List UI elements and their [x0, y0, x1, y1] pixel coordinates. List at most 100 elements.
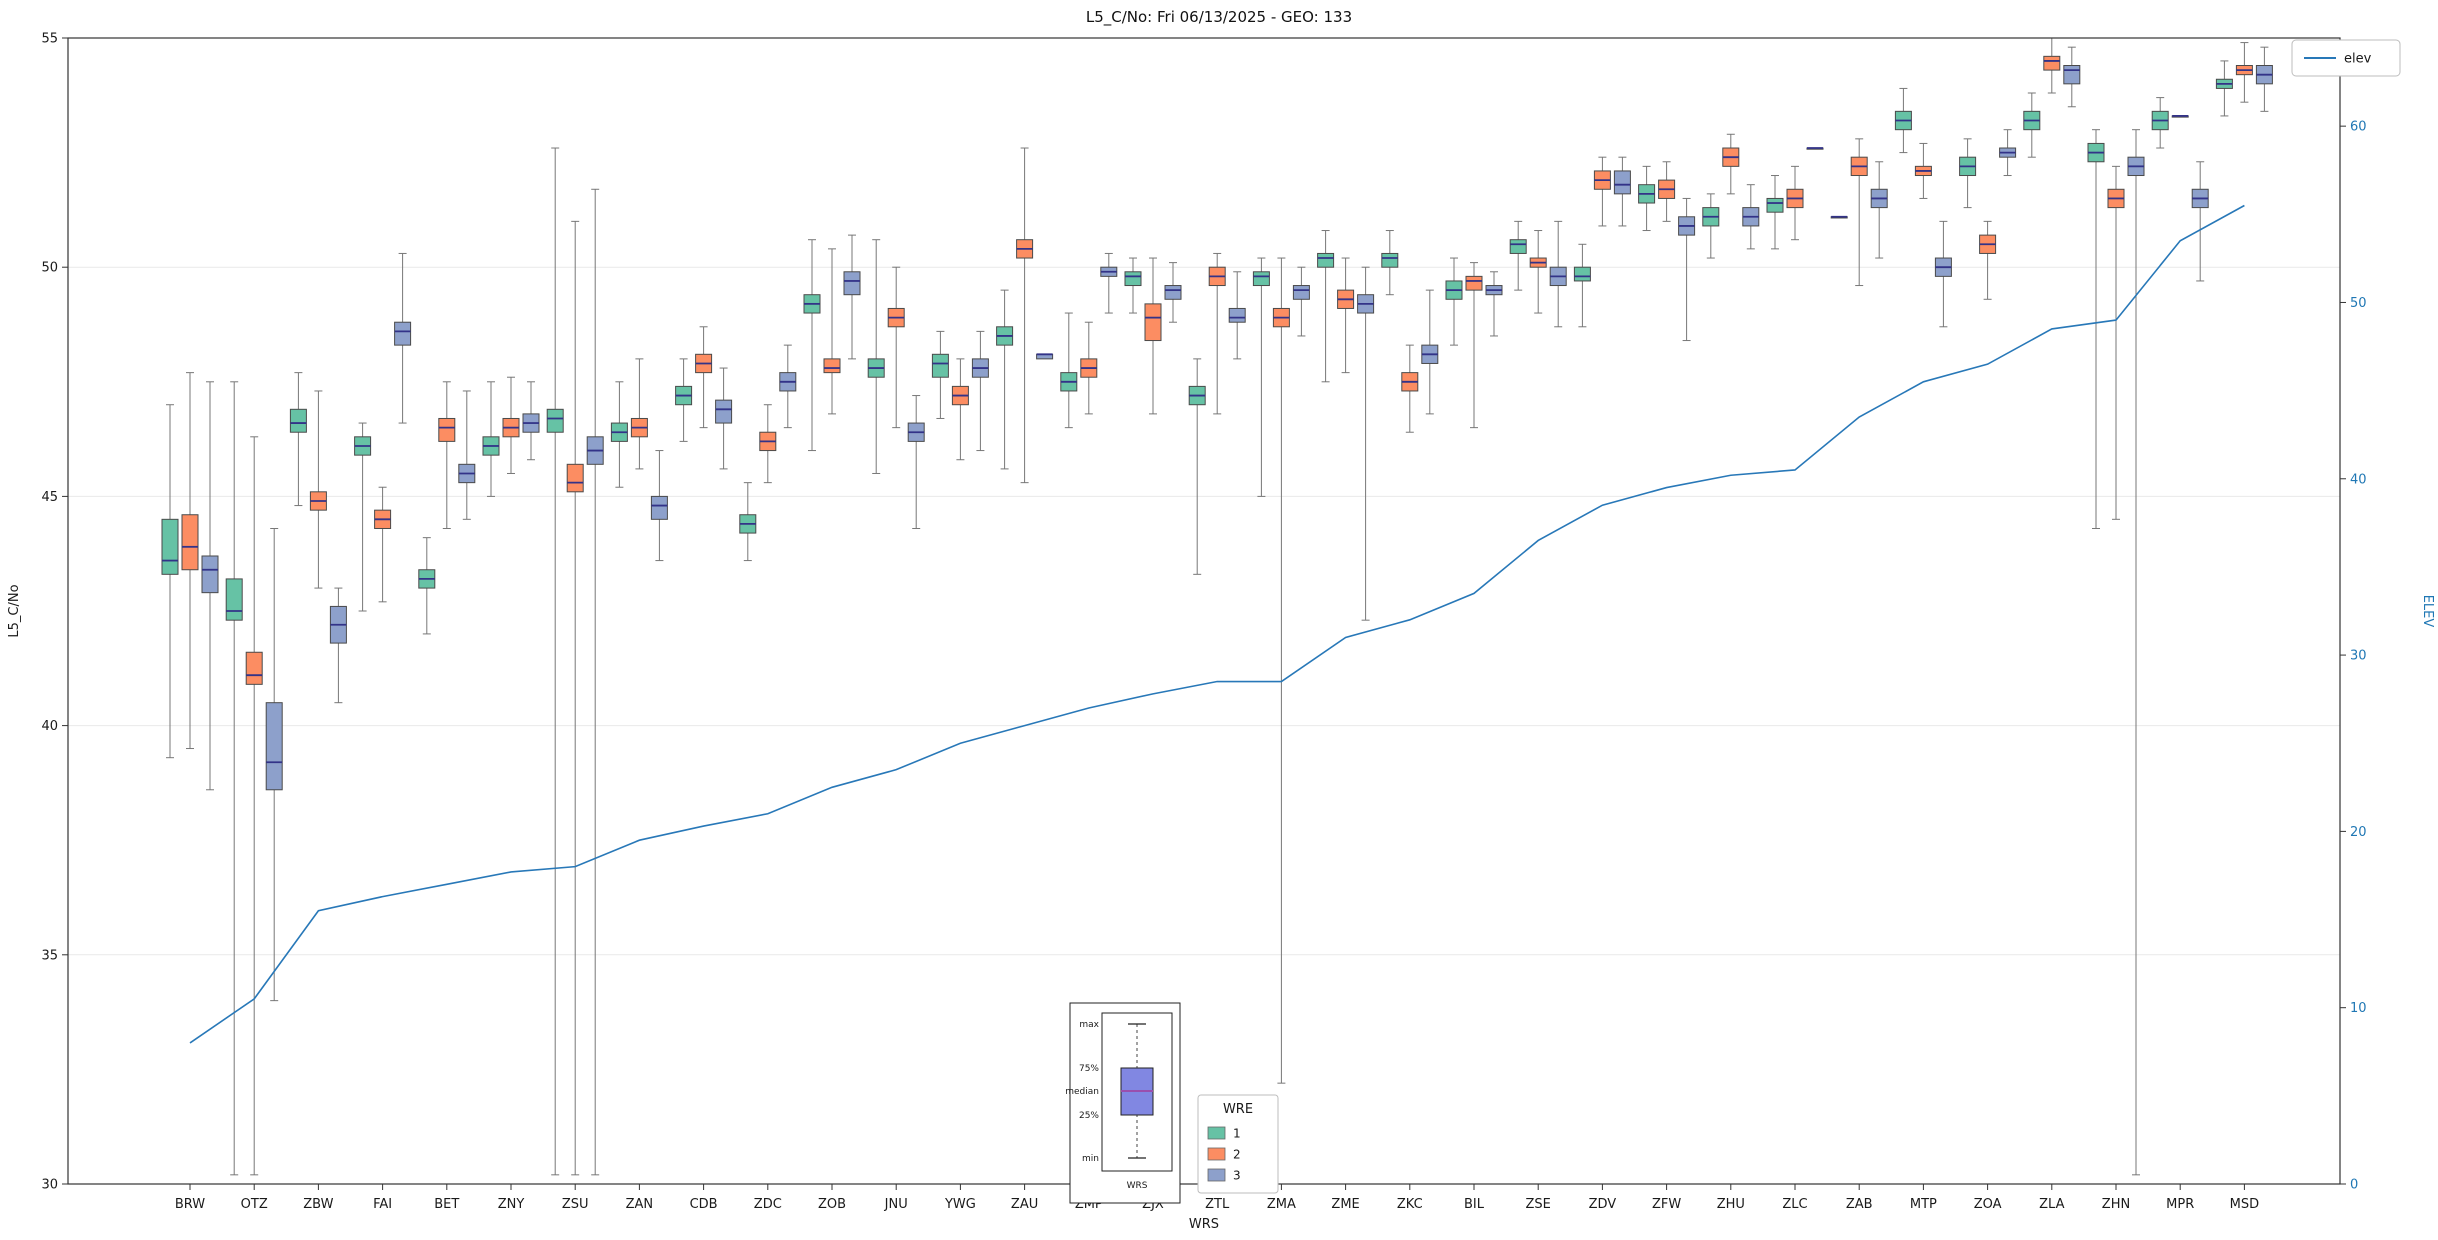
- gridlines: [68, 266, 2340, 956]
- svg-text:60: 60: [2350, 120, 2367, 135]
- box-ZME-1: [1317, 252, 1335, 268]
- chart-title: L5_C/No: Fri 06/13/2025 - GEO: 133: [1085, 8, 1353, 26]
- box-ZKC-1: [1381, 252, 1399, 268]
- box-OTZ-3: [265, 702, 283, 791]
- svg-text:ZMA: ZMA: [1267, 1197, 1296, 1212]
- svg-text:0: 0: [2350, 1178, 2358, 1193]
- elev-legend: elev: [2291, 39, 2401, 77]
- box-ZSU-2: [566, 463, 584, 493]
- elev-line: [189, 204, 2245, 1044]
- svg-text:ZOB: ZOB: [818, 1197, 846, 1212]
- svg-text:30: 30: [2350, 649, 2367, 664]
- box-ZMA-1: [1252, 271, 1270, 287]
- box-ZAN-3: [650, 495, 668, 520]
- box-BIL-2: [1465, 275, 1483, 291]
- box-ZTL-3: [1228, 307, 1246, 323]
- box-ZDV-1: [1573, 266, 1591, 282]
- svg-text:OTZ: OTZ: [241, 1197, 268, 1212]
- svg-text:ZAU: ZAU: [1011, 1197, 1038, 1212]
- svg-text:YWG: YWG: [944, 1197, 976, 1212]
- box-CDB-3: [715, 399, 733, 424]
- svg-text:50: 50: [41, 261, 58, 276]
- wre-swatch-3: [1207, 1168, 1226, 1182]
- svg-text:MSD: MSD: [2230, 1197, 2259, 1212]
- svg-text:ZNY: ZNY: [498, 1197, 525, 1212]
- wre-legend-entry: 1: [1233, 1127, 1241, 1141]
- svg-text:40: 40: [41, 719, 58, 734]
- box-YWG-1: [931, 353, 949, 378]
- boxplot-anatomy-inset: max 75% median 25% min WRS: [1065, 1002, 1181, 1204]
- inset-label-25%: 25%: [1079, 1111, 1099, 1121]
- svg-text:45: 45: [41, 490, 58, 505]
- box-OTZ-1: [225, 578, 243, 621]
- wre-swatch-2: [1207, 1147, 1226, 1161]
- svg-text:40: 40: [2350, 472, 2367, 487]
- svg-text:10: 10: [2350, 1001, 2367, 1016]
- svg-text:ZDC: ZDC: [754, 1197, 782, 1212]
- svg-text:ZAN: ZAN: [626, 1197, 654, 1212]
- box-ZJX-3: [1164, 285, 1182, 300]
- svg-text:BRW: BRW: [175, 1197, 205, 1212]
- svg-text:MTP: MTP: [1910, 1197, 1937, 1212]
- wre-legend-title: WRE: [1223, 1102, 1253, 1117]
- box-ZMA-3: [1292, 285, 1310, 300]
- svg-text:ZSU: ZSU: [562, 1197, 589, 1212]
- right-axis: 0 10 20 30 40 50 60: [2340, 120, 2367, 1193]
- box-FAI-3: [394, 321, 412, 346]
- box-BRW-2: [181, 514, 199, 571]
- svg-text:50: 50: [2350, 296, 2367, 311]
- svg-text:ZDV: ZDV: [1589, 1197, 1617, 1212]
- box-ZSU-1: [546, 408, 564, 433]
- svg-text:ZSE: ZSE: [1526, 1197, 1551, 1212]
- svg-text:ZLC: ZLC: [1782, 1197, 1807, 1212]
- svg-text:ZHN: ZHN: [2102, 1197, 2130, 1212]
- svg-text:BIL: BIL: [1464, 1197, 1485, 1212]
- box-BRW-3: [201, 555, 219, 594]
- box-ZBW-1: [289, 408, 307, 433]
- svg-text:ZHU: ZHU: [1717, 1197, 1745, 1212]
- inset-label-75%: 75%: [1079, 1064, 1099, 1074]
- svg-text:35: 35: [41, 948, 58, 963]
- box-ZLA-2: [2043, 55, 2061, 71]
- svg-text:CDB: CDB: [690, 1197, 718, 1212]
- box-series-1: [161, 60, 2233, 1176]
- box-series-2: [181, 37, 2253, 1176]
- svg-text:JNU: JNU: [884, 1197, 908, 1212]
- right-axis-label: ELEV: [2420, 595, 2435, 628]
- inset-xlabel: WRS: [1127, 1181, 1148, 1191]
- svg-text:ZFW: ZFW: [1652, 1197, 1681, 1212]
- box-OTZ-2: [245, 651, 263, 685]
- svg-text:ZME: ZME: [1331, 1197, 1359, 1212]
- svg-text:MPR: MPR: [2166, 1197, 2194, 1212]
- box-ZLA-3: [2063, 65, 2081, 85]
- svg-text:30: 30: [41, 1178, 58, 1193]
- box-ZOB-2: [823, 358, 841, 374]
- wre-legend-entry: 3: [1233, 1169, 1241, 1183]
- box-ZLC-1: [1766, 197, 1784, 213]
- svg-text:ZTL: ZTL: [1205, 1197, 1230, 1212]
- svg-text:55: 55: [41, 32, 58, 47]
- wre-legend-entry: 2: [1233, 1148, 1241, 1162]
- inset-label-max: max: [1079, 1020, 1099, 1030]
- box-ZOB-3: [843, 271, 861, 296]
- x-axis: BRW OTZ ZBW FAI BET ZNY ZSU ZAN CDB ZDC ZOB JNU YWG Z…: [175, 1184, 2259, 1212]
- svg-text:20: 20: [2350, 825, 2367, 840]
- inset-label-median: median: [1065, 1087, 1099, 1097]
- left-axis: 30 35 40 45 50 55: [41, 32, 68, 1193]
- plot-frame: [67, 37, 2341, 1185]
- svg-text:BET: BET: [434, 1197, 459, 1212]
- box-series-3: [201, 46, 2273, 1176]
- wre-legend: WRE 1 2 3: [1197, 1094, 1279, 1194]
- svg-text:ZAB: ZAB: [1846, 1197, 1873, 1212]
- wre-swatch-1: [1207, 1126, 1226, 1140]
- svg-text:ZBW: ZBW: [303, 1197, 333, 1212]
- box-ZDV-3: [1613, 170, 1631, 195]
- svg-text:ZKC: ZKC: [1397, 1197, 1423, 1212]
- box-BET-2: [438, 417, 456, 442]
- left-axis-label: L5_C/No: [7, 584, 22, 637]
- box-ZJX-1: [1124, 271, 1142, 287]
- x-axis-label: WRS: [1189, 1217, 1219, 1232]
- box-ZJX-2: [1144, 303, 1162, 342]
